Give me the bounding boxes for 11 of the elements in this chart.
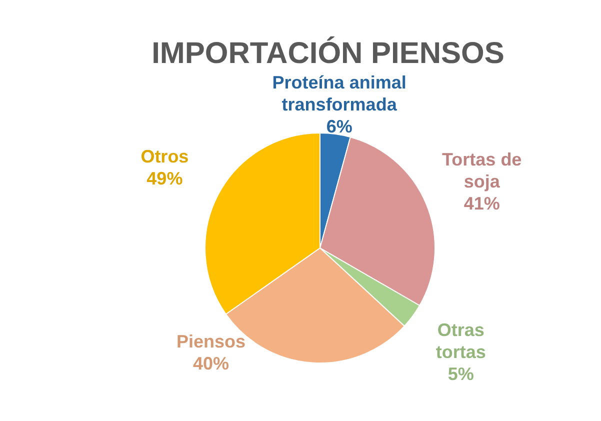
data-label: 40%: [192, 354, 229, 374]
slice-label: Otros: [140, 146, 189, 166]
slice-label: Proteína animal transformada: [272, 72, 406, 114]
slice-label: Otras tortas: [436, 320, 486, 362]
data-label: 41%: [464, 193, 500, 214]
data-label: 49%: [146, 168, 183, 188]
chart-title: IMPORTACIÓN PIENSOS: [152, 36, 504, 70]
slice-label: Tortas de soja: [442, 149, 522, 192]
data-label: 5%: [448, 364, 474, 384]
data-label: 6%: [326, 116, 352, 136]
slice-label: Piensos: [176, 332, 246, 352]
